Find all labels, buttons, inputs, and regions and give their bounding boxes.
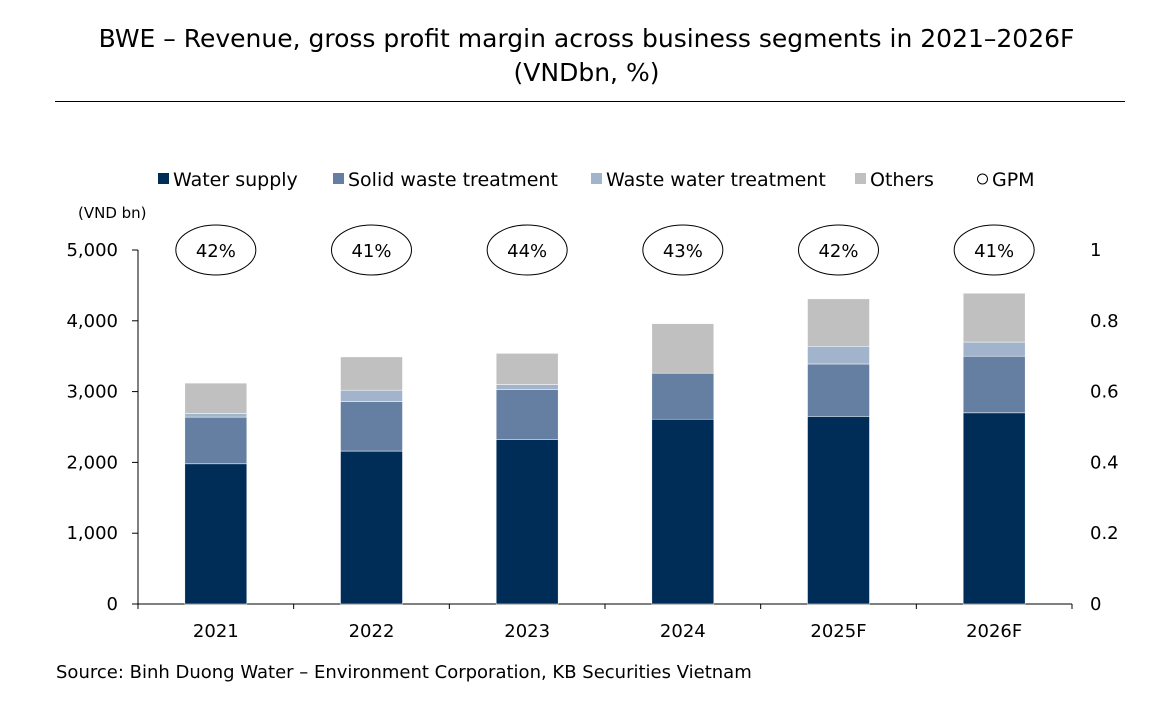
y-right-tick-label: 0.8 — [1090, 311, 1119, 332]
bar-segment-waste-water-treatment — [184, 413, 248, 418]
y-left-tick-label: 1,000 — [66, 523, 118, 544]
y-left-tick-label: 3,000 — [66, 382, 118, 403]
x-tick-label: 2025F — [810, 621, 866, 642]
bar-segment-solid-waste-treatment — [807, 363, 870, 417]
bar-segment-waste-water-treatment — [340, 389, 403, 402]
legend-swatch — [158, 173, 169, 184]
gpm-ellipse — [642, 224, 724, 276]
bar-segment-solid-waste-treatment — [651, 372, 715, 420]
chart-title: BWE – Revenue, gross profit margin acros… — [0, 22, 1173, 90]
bar-segment-water-supply — [495, 439, 559, 605]
y-left-tick-label: 0 — [107, 594, 118, 615]
y-right-tick-label: 1 — [1090, 240, 1101, 261]
x-tick-label: 2023 — [504, 621, 550, 642]
source-note: Source: Binh Duong Water – Environment C… — [56, 662, 752, 683]
legend-label: Waste water treatment — [606, 169, 826, 191]
bar-segment-waste-water-treatment — [962, 341, 1026, 357]
legend-label: Water supply — [173, 169, 298, 191]
x-tick-label: 2022 — [349, 621, 395, 642]
gpm-ellipse — [331, 224, 412, 276]
bar-segment-others — [807, 298, 870, 347]
gpm-label: 42% — [196, 241, 236, 262]
y-left-tick-label: 4,000 — [66, 311, 118, 332]
x-tick-label: 2021 — [193, 621, 239, 642]
bar-segment-water-supply — [340, 450, 403, 605]
legend-swatch — [333, 173, 344, 184]
gpm-label: 41% — [974, 241, 1014, 262]
x-tick-label: 2024 — [660, 621, 706, 642]
bar-segment-solid-waste-treatment — [962, 355, 1026, 414]
gpm-label: 42% — [818, 241, 858, 262]
bar-segment-others — [184, 382, 248, 414]
bar-segment-solid-waste-treatment — [340, 401, 403, 452]
chart-title-main: BWE – Revenue, gross profit margin acros… — [98, 24, 1075, 53]
bar-segment-water-supply — [651, 418, 715, 605]
legend-gpm-marker — [977, 173, 988, 185]
bar-segment-others — [495, 353, 559, 385]
gpm-ellipse — [953, 224, 1035, 276]
y-right-tick-label: 0.4 — [1090, 452, 1119, 473]
gpm-ellipse — [798, 224, 879, 276]
legend-swatch — [855, 173, 866, 184]
gpm-label: 44% — [507, 241, 547, 262]
gpm-ellipse — [175, 224, 257, 276]
gpm-label: 41% — [351, 241, 391, 262]
bar-segment-solid-waste-treatment — [184, 416, 248, 465]
bar-segment-waste-water-treatment — [495, 384, 559, 390]
y-right-tick-label: 0.6 — [1090, 382, 1119, 403]
bar-segment-others — [962, 292, 1026, 343]
y-left-tick-label: 2,000 — [66, 452, 118, 473]
bar-segment-water-supply — [807, 416, 870, 605]
bar-segment-others — [651, 323, 715, 374]
title-divider — [55, 101, 1125, 102]
y-right-tick-label: 0.2 — [1090, 523, 1119, 544]
y-left-tick-label: 5,000 — [66, 240, 118, 261]
bar-segment-water-supply — [184, 463, 248, 605]
x-tick-label: 2026F — [966, 621, 1022, 642]
y-left-axis-label: (VND bn) — [78, 204, 147, 222]
bar-segment-solid-waste-treatment — [495, 389, 559, 440]
y-right-tick-label: 0 — [1090, 594, 1101, 615]
gpm-ellipse — [486, 224, 568, 276]
legend-swatch — [591, 173, 602, 184]
gpm-label: 43% — [663, 241, 703, 262]
chart-title-sub: (VNDbn, %) — [513, 58, 660, 87]
legend-label: Solid waste treatment — [348, 169, 558, 191]
bar-segment-waste-water-treatment — [807, 346, 870, 365]
legend-label: GPM — [992, 169, 1035, 191]
bar-segment-others — [340, 356, 403, 391]
bar-segment-water-supply — [962, 412, 1026, 605]
legend-label: Others — [870, 169, 934, 191]
